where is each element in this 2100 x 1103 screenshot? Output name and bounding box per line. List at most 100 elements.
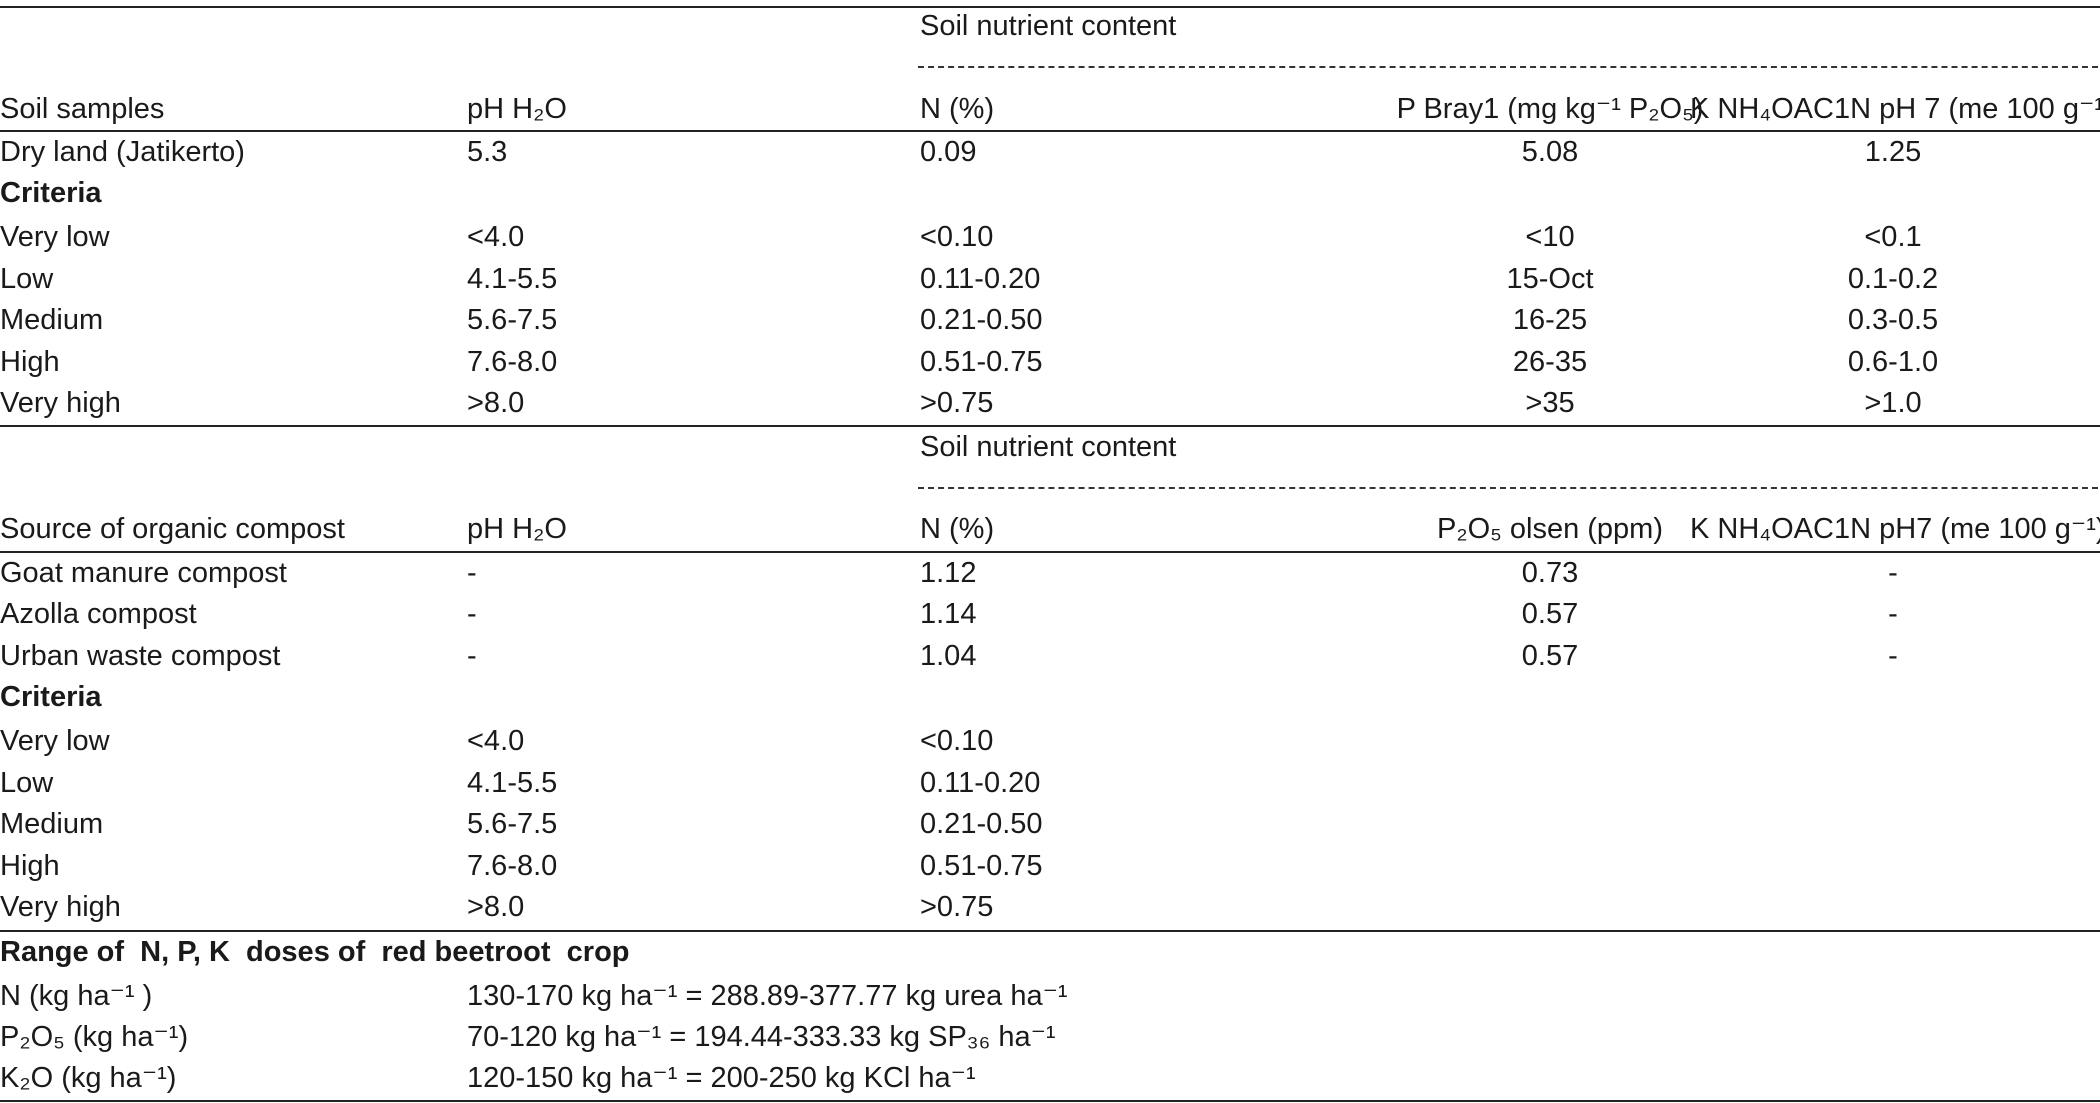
n-cell: 1.12 xyxy=(920,557,977,589)
table1-col-n: N (%) xyxy=(920,93,995,125)
criteria-name-cell: Very high xyxy=(0,387,121,419)
ph-cell: 4.1-5.5 xyxy=(467,767,558,799)
criteria-name-cell: Medium xyxy=(0,808,104,840)
bottom-rule xyxy=(0,1100,2100,1102)
n-cell: 0.51-0.75 xyxy=(920,346,1043,378)
table2-criteria-label-row: Criteria xyxy=(0,677,2100,717)
p-cell: 0.73 xyxy=(1521,557,1579,589)
ph-cell: - xyxy=(467,557,477,589)
dose-nutrient-cell: K₂O (kg ha⁻¹) xyxy=(0,1062,177,1094)
n-cell: 0.11-0.20 xyxy=(920,263,1041,295)
table1-header-rule xyxy=(0,130,2100,132)
p-cell: 16-25 xyxy=(1512,304,1588,336)
criteria-name-cell: Medium xyxy=(0,304,104,336)
table2-header-rule xyxy=(0,551,2100,553)
k-cell: - xyxy=(1888,598,1898,630)
k-cell: 0.1-0.2 xyxy=(1847,263,1939,295)
k-cell: 0.6-1.0 xyxy=(1847,346,1939,378)
table1-col-soil-samples: Soil samples xyxy=(0,93,165,125)
table1-col-k: K NH₄OAC1N pH 7 (me 100 g⁻¹) xyxy=(1690,93,2100,125)
ph-cell: 5.3 xyxy=(467,136,508,168)
table2-group-header: Soil nutrient content xyxy=(920,431,1177,463)
n-cell: 1.04 xyxy=(920,640,977,672)
table-row: P₂O₅ (kg ha⁻¹) 70-120 kg ha⁻¹ = 194.44-3… xyxy=(0,1017,2100,1057)
dose-nutrient-cell: P₂O₅ (kg ha⁻¹) xyxy=(0,1021,189,1053)
table1-header-row: Soil samples pH H₂O N (%) P Bray1 (mg kg… xyxy=(0,89,2100,129)
criteria-name-cell: Very low xyxy=(0,725,110,757)
ph-cell: <4.0 xyxy=(467,221,525,253)
table-row: High 7.6-8.0 0.51-0.75 xyxy=(0,846,2100,886)
table2-col-k: K NH₄OAC1N pH7 (me 100 g⁻¹) xyxy=(1690,513,2100,545)
table-row: Medium 5.6-7.5 0.21-0.50 16-25 0.3-0.5 xyxy=(0,300,2100,340)
table1-group-header: Soil nutrient content xyxy=(920,10,1177,42)
criteria-name-cell: High xyxy=(0,850,60,882)
table1-criteria-label-row: Criteria xyxy=(0,173,2100,213)
table1-bottom-rule xyxy=(0,425,2100,427)
dose-range-cell: 120-150 kg ha⁻¹ = 200-250 kg KCl ha⁻¹ xyxy=(467,1062,976,1094)
table2-col-n: N (%) xyxy=(920,513,995,545)
dose-nutrient-cell: N (kg ha⁻¹ ) xyxy=(0,980,153,1012)
table-row: K₂O (kg ha⁻¹) 120-150 kg ha⁻¹ = 200-250 … xyxy=(0,1058,2100,1098)
table-row: Very low <4.0 <0.10 xyxy=(0,721,2100,761)
ph-cell: <4.0 xyxy=(467,725,525,757)
k-cell: <0.1 xyxy=(1864,221,1922,253)
dose-range-cell: 70-120 kg ha⁻¹ = 194.44-333.33 kg SP₃₆ h… xyxy=(467,1021,1056,1053)
ph-cell: 5.6-7.5 xyxy=(467,808,558,840)
compost-name-cell: Urban waste compost xyxy=(0,640,281,672)
ph-cell: >8.0 xyxy=(467,387,525,419)
n-cell: 0.09 xyxy=(920,136,977,168)
table-row: High 7.6-8.0 0.51-0.75 26-35 0.6-1.0 xyxy=(0,342,2100,382)
k-cell: 1.25 xyxy=(1864,136,1922,168)
criteria-name-cell: Very high xyxy=(0,891,121,923)
table2-col-source: Source of organic compost xyxy=(0,513,345,545)
p-cell: <10 xyxy=(1525,221,1575,253)
table-row: Urban waste compost - 1.04 0.57 - xyxy=(0,636,2100,676)
table1-col-ph: pH H₂O xyxy=(467,93,567,125)
table-row: Dry land (Jatikerto) 5.3 0.09 5.08 1.25 xyxy=(0,132,2100,172)
n-cell: 0.11-0.20 xyxy=(920,767,1041,799)
table-row: Very high >8.0 >0.75 >35 >1.0 xyxy=(0,383,2100,423)
table-row: Low 4.1-5.5 0.11-0.20 xyxy=(0,763,2100,803)
k-cell: - xyxy=(1888,640,1898,672)
table-row: Low 4.1-5.5 0.11-0.20 15-Oct 0.1-0.2 xyxy=(0,259,2100,299)
criteria-label: Criteria xyxy=(0,681,102,713)
table2-header-row: Source of organic compost pH H₂O N (%) P… xyxy=(0,509,2100,549)
criteria-label: Criteria xyxy=(0,177,102,209)
n-cell: 0.51-0.75 xyxy=(920,850,1043,882)
ph-cell: - xyxy=(467,598,477,630)
compost-name-cell: Goat manure compost xyxy=(0,557,287,589)
p-cell: 15-Oct xyxy=(1506,263,1594,295)
criteria-name-cell: High xyxy=(0,346,60,378)
criteria-name-cell: Low xyxy=(0,263,54,295)
n-cell: <0.10 xyxy=(920,725,994,757)
table-row: Azolla compost - 1.14 0.57 - xyxy=(0,594,2100,634)
p-cell: >35 xyxy=(1525,387,1575,419)
compost-name-cell: Azolla compost xyxy=(0,598,197,630)
k-cell: - xyxy=(1888,557,1898,589)
ph-cell: - xyxy=(467,640,477,672)
table2-bottom-rule xyxy=(0,930,2100,932)
table-row: N (kg ha⁻¹ ) 130-170 kg ha⁻¹ = 288.89-37… xyxy=(0,976,2100,1016)
top-rule xyxy=(0,6,2100,8)
p-cell: 26-35 xyxy=(1512,346,1588,378)
n-cell: <0.10 xyxy=(920,221,994,253)
table3-title: Range of N, P, K doses of red beetroot c… xyxy=(0,936,630,968)
k-cell: 0.3-0.5 xyxy=(1847,304,1939,336)
dose-range-cell: 130-170 kg ha⁻¹ = 288.89-377.77 kg urea … xyxy=(467,980,1068,1012)
ph-cell: 5.6-7.5 xyxy=(467,304,558,336)
n-cell: >0.75 xyxy=(920,891,994,923)
ph-cell: 7.6-8.0 xyxy=(467,850,558,882)
table1-col-p: P Bray1 (mg kg⁻¹ P₂O₅) xyxy=(1396,93,1704,125)
p-cell: 5.08 xyxy=(1521,136,1579,168)
table-row: Medium 5.6-7.5 0.21-0.50 xyxy=(0,804,2100,844)
p-cell: 0.57 xyxy=(1521,640,1579,672)
criteria-name-cell: Low xyxy=(0,767,54,799)
ph-cell: 4.1-5.5 xyxy=(467,263,558,295)
table2-col-p: P₂O₅ olsen (ppm) xyxy=(1436,513,1663,545)
criteria-name-cell: Very low xyxy=(0,221,110,253)
n-cell: 0.21-0.50 xyxy=(920,808,1043,840)
table3-title-row: Range of N, P, K doses of red beetroot c… xyxy=(0,932,2100,972)
n-cell: 1.14 xyxy=(920,598,977,630)
table-row: Very low <4.0 <0.10 <10 <0.1 xyxy=(0,217,2100,257)
